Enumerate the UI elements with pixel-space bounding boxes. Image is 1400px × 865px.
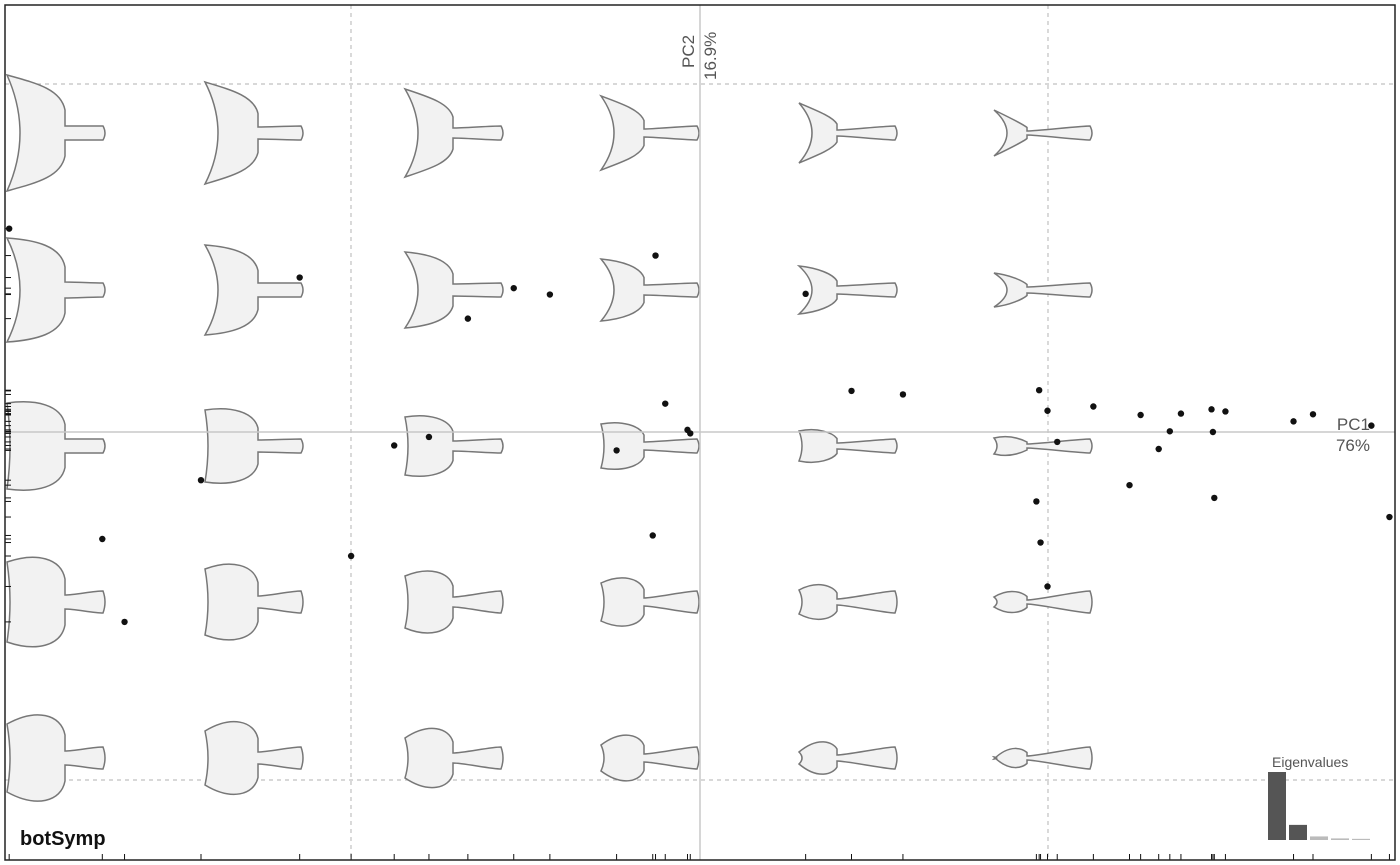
data-point-4 <box>197 476 205 484</box>
data-point-29 <box>1137 411 1144 419</box>
shape-outline-r1-c5 <box>798 102 898 164</box>
shape-outline-r1-c6 <box>993 109 1093 157</box>
shape-outline-r2-c4 <box>599 258 700 322</box>
shape-outline-r4-c4 <box>600 577 700 627</box>
pc-axes <box>5 5 1395 860</box>
shape-outline-r4-c1 <box>6 556 106 648</box>
shape-outline-r3-c5 <box>797 428 898 464</box>
shape-outline-r1-c4 <box>598 94 700 172</box>
plot-frame <box>4 4 1396 861</box>
data-point-33 <box>1208 406 1215 413</box>
data-point-35 <box>1209 428 1217 436</box>
data-point-40 <box>1386 513 1393 521</box>
shape-outline-r5-c4 <box>600 734 700 782</box>
eigenvalues-title: Eigenvalues <box>1272 754 1348 770</box>
shape-outline-r5-c1 <box>6 714 106 802</box>
shape-outline-r1-c3 <box>403 87 504 179</box>
backtransformed-shapes <box>5 73 1093 802</box>
data-point-28 <box>1126 481 1133 489</box>
shape-outline-r2-c2 <box>203 244 304 336</box>
data-point-23 <box>1037 539 1044 546</box>
shape-outline-r3-c4 <box>600 422 700 470</box>
data-point-14 <box>652 252 659 259</box>
pc2-variance: 16.9% <box>701 32 720 80</box>
data-point-18 <box>802 290 809 298</box>
pc2-label: PC2 <box>679 35 698 68</box>
pc1-label: PC1 <box>1337 415 1370 434</box>
data-point-26 <box>1054 438 1061 446</box>
shape-outline-r4-c2 <box>204 563 304 641</box>
data-point-38 <box>1309 411 1317 418</box>
eigenvalue-bar-1 <box>1268 772 1286 840</box>
data-point-27 <box>1090 403 1097 410</box>
shape-outline-r1-c1 <box>5 73 106 193</box>
data-points <box>5 225 1393 626</box>
data-point-10 <box>510 284 517 292</box>
rug-ticks <box>5 228 1390 860</box>
shape-outline-r3-c2 <box>204 408 304 484</box>
shape-outline-r2-c5 <box>796 265 898 315</box>
shape-outline-r2-c1 <box>5 237 106 343</box>
data-point-9 <box>464 315 472 322</box>
eigenvalue-bar-4 <box>1331 838 1349 840</box>
shape-outline-r5-c3 <box>404 727 504 789</box>
shape-outline-r2-c6 <box>993 272 1093 308</box>
shape-outline-r3-c1 <box>6 401 106 491</box>
data-point-22 <box>1033 498 1040 505</box>
data-point-30 <box>1155 445 1162 453</box>
data-point-5 <box>296 274 303 281</box>
shape-outline-r1-c2 <box>203 80 304 186</box>
data-point-25 <box>1044 583 1051 590</box>
data-point-39 <box>1368 422 1375 429</box>
eigenvalue-bar-5 <box>1352 838 1370 840</box>
eigenvalue-bar-3 <box>1310 836 1328 840</box>
data-point-8 <box>425 433 433 441</box>
eigenvalues-inset: Eigenvalues <box>1268 754 1370 840</box>
data-point-20 <box>899 391 907 398</box>
shape-outline-r4-c5 <box>798 583 898 621</box>
data-point-24 <box>1044 407 1051 414</box>
data-point-12 <box>613 447 620 454</box>
shape-outline-r5-c5 <box>797 741 898 775</box>
data-point-36 <box>1222 408 1229 415</box>
shape-outline-r3-c6 <box>992 435 1093 457</box>
data-point-6 <box>347 552 355 560</box>
shape-outline-r4-c6 <box>992 590 1093 614</box>
shape-outline-r5-c2 <box>204 721 304 795</box>
data-point-37 <box>1290 418 1297 425</box>
data-point-31 <box>1166 428 1174 435</box>
data-point-3 <box>121 618 128 626</box>
data-point-34 <box>1211 494 1218 502</box>
plot-title: botSymp <box>20 828 106 850</box>
data-point-17 <box>687 430 694 437</box>
data-point-7 <box>391 442 398 449</box>
data-point-13 <box>649 532 656 539</box>
pc1-variance: 76% <box>1336 436 1370 455</box>
shape-outline-r3-c3 <box>404 415 504 477</box>
shape-outline-r5-c6 <box>991 746 1093 770</box>
data-point-2 <box>99 535 106 543</box>
data-point-1 <box>5 225 13 232</box>
data-point-32 <box>1177 410 1185 417</box>
data-point-11 <box>546 291 554 298</box>
data-point-21 <box>1035 386 1043 394</box>
eigenvalue-bar-2 <box>1289 824 1307 840</box>
shape-outline-r2-c3 <box>403 251 504 329</box>
data-point-19 <box>848 387 855 395</box>
shape-outline-r4-c3 <box>404 570 504 634</box>
data-point-15 <box>662 400 669 407</box>
